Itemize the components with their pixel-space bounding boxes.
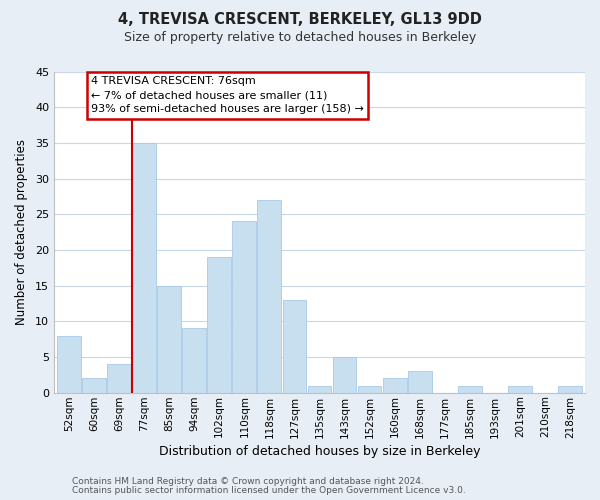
Bar <box>383 378 407 392</box>
Text: 4, TREVISA CRESCENT, BERKELEY, GL13 9DD: 4, TREVISA CRESCENT, BERKELEY, GL13 9DD <box>118 12 482 28</box>
X-axis label: Distribution of detached houses by size in Berkeley: Distribution of detached houses by size … <box>159 444 480 458</box>
Text: Contains public sector information licensed under the Open Government Licence v3: Contains public sector information licen… <box>72 486 466 495</box>
Bar <box>358 386 382 392</box>
Bar <box>82 378 106 392</box>
Y-axis label: Number of detached properties: Number of detached properties <box>15 139 28 325</box>
Bar <box>283 300 307 392</box>
Bar <box>107 364 131 392</box>
Text: Size of property relative to detached houses in Berkeley: Size of property relative to detached ho… <box>124 31 476 44</box>
Bar <box>232 222 256 392</box>
Bar <box>208 257 231 392</box>
Bar <box>132 143 156 392</box>
Bar <box>558 386 582 392</box>
Text: Contains HM Land Registry data © Crown copyright and database right 2024.: Contains HM Land Registry data © Crown c… <box>72 477 424 486</box>
Bar <box>257 200 281 392</box>
Bar <box>332 357 356 392</box>
Bar <box>157 286 181 393</box>
Bar <box>182 328 206 392</box>
Bar <box>308 386 331 392</box>
Bar <box>57 336 81 392</box>
Bar <box>458 386 482 392</box>
Bar <box>408 371 431 392</box>
Bar <box>508 386 532 392</box>
Text: 4 TREVISA CRESCENT: 76sqm
← 7% of detached houses are smaller (11)
93% of semi-d: 4 TREVISA CRESCENT: 76sqm ← 7% of detach… <box>91 76 364 114</box>
